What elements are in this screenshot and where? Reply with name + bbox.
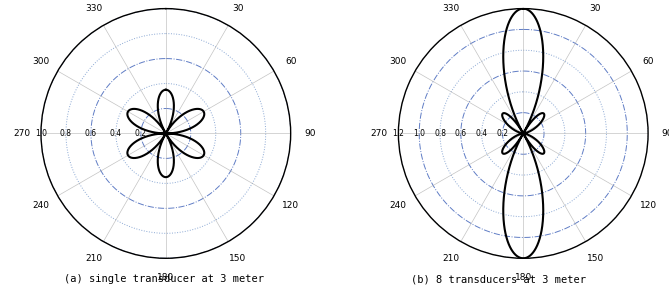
Text: 0.2: 0.2 <box>496 129 508 138</box>
Text: 0.6: 0.6 <box>85 129 97 138</box>
Text: 0.8: 0.8 <box>434 129 446 138</box>
Text: 1.0: 1.0 <box>35 129 47 138</box>
3m <box>181 111 189 115</box>
3m <box>529 136 537 139</box>
Text: 1.2: 1.2 <box>393 129 404 138</box>
3m <box>539 111 547 115</box>
Text: 0.4: 0.4 <box>110 129 122 138</box>
3m <box>181 112 189 115</box>
3m <box>533 100 541 104</box>
3m <box>518 131 526 135</box>
3m <box>199 147 207 150</box>
Text: (b) 8 transducers at 3 meter: (b) 8 transducers at 3 meter <box>411 274 586 284</box>
Text: 1.0: 1.0 <box>413 129 425 138</box>
Text: 0.2: 0.2 <box>135 129 147 138</box>
3m <box>168 117 176 120</box>
Text: 0.4: 0.4 <box>476 129 488 138</box>
Text: 0.8: 0.8 <box>60 129 72 138</box>
3m <box>519 7 527 10</box>
3m <box>538 111 546 115</box>
3m <box>125 146 133 149</box>
3m <box>519 7 527 10</box>
3m <box>519 132 527 135</box>
3m <box>162 132 170 135</box>
Line: 3m: 3m <box>127 90 204 177</box>
3m <box>162 88 170 92</box>
Line: 3m: 3m <box>502 9 545 258</box>
Text: 0.6: 0.6 <box>455 129 467 138</box>
3m <box>162 88 170 92</box>
Text: (a) single transducer at 3 meter: (a) single transducer at 3 meter <box>64 274 264 284</box>
3m <box>144 129 152 133</box>
3m <box>510 135 518 139</box>
